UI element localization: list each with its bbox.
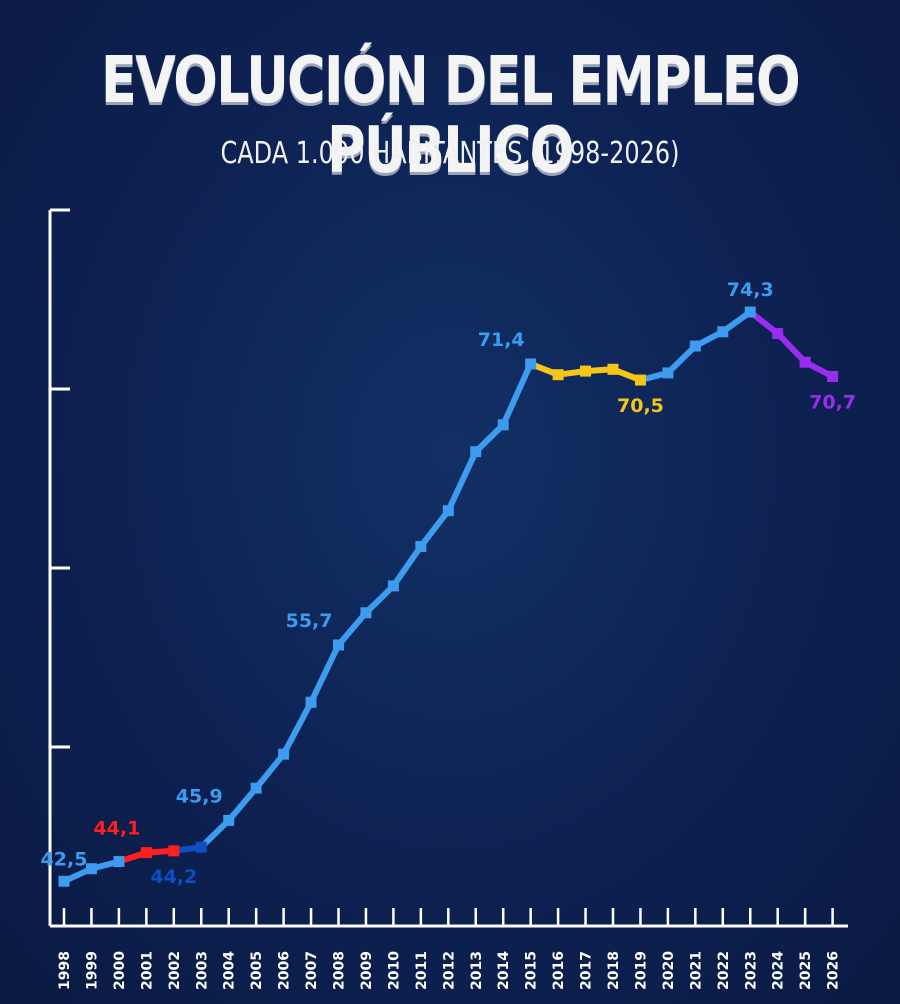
data-point-2003: [195, 841, 207, 853]
x-tick-label-2002: 2002: [167, 951, 183, 990]
data-point-2018: [607, 363, 619, 375]
x-tick-label-2015: 2015: [524, 951, 540, 990]
x-tick-label-2016: 2016: [551, 951, 567, 990]
x-tick-label-2019: 2019: [633, 951, 649, 990]
data-point-2007: [305, 696, 317, 708]
data-point-2020: [662, 367, 674, 379]
data-point-2009: [360, 607, 372, 619]
data-label-2026: 70,7: [809, 391, 856, 413]
data-point-2021: [689, 340, 701, 352]
x-tick-label-2013: 2013: [469, 951, 485, 990]
x-tick-label-2014: 2014: [496, 951, 512, 990]
x-tick-label-2025: 2025: [798, 951, 814, 990]
x-tick-label-2006: 2006: [277, 951, 293, 990]
data-point-1998: [58, 875, 70, 887]
series-segment: [198, 360, 534, 851]
x-tick-label-2005: 2005: [249, 951, 265, 990]
chart-subtitle: CADA 1.000 HABITANTES (1998-2026): [220, 136, 680, 171]
data-point-2026: [827, 370, 839, 382]
data-point-2001: [140, 847, 152, 859]
data-point-2016: [552, 369, 564, 381]
data-label-2002: 44,2: [150, 866, 197, 888]
x-tick-label-2017: 2017: [579, 951, 595, 990]
data-point-2010: [387, 580, 399, 592]
data-label-1998: 42,5: [41, 848, 88, 870]
data-point-2008: [333, 639, 344, 651]
x-tick-label-2000: 2000: [112, 951, 128, 990]
chart-x-tick-labels: 1998 1999 2000 2001 2002 2003 2004 2005 2006 2007…: [57, 951, 842, 990]
x-tick-label-1998: 1998: [57, 951, 73, 990]
x-tick-label-2026: 2026: [826, 951, 842, 990]
x-tick-label-2010: 2010: [386, 951, 402, 990]
x-tick-label-2001: 2001: [139, 951, 155, 990]
x-tick-label-2008: 2008: [332, 951, 348, 990]
x-tick-label-2003: 2003: [194, 951, 210, 990]
data-label-2019: 70,5: [617, 395, 664, 417]
data-label-2008: 55,7: [286, 610, 333, 632]
data-point-2006: [278, 748, 290, 760]
data-point-2005: [250, 782, 262, 794]
chart-axes: [48, 208, 848, 928]
data-label-2004: 45,9: [176, 785, 223, 807]
data-point-2012: [442, 505, 454, 517]
series-segment: [747, 309, 836, 380]
data-point-2000: [113, 856, 125, 868]
data-point-2024: [772, 328, 784, 340]
chart-points: [58, 306, 839, 887]
x-tick-label-2023: 2023: [743, 951, 759, 990]
data-point-2017: [580, 365, 592, 377]
chart-data-labels: 42,544,1 44,2 45,9 55,7 71,4 70,5 74,3 70,7: [41, 279, 856, 888]
x-tick-label-2007: 2007: [304, 951, 320, 990]
data-point-2013: [470, 446, 482, 458]
data-point-2025: [799, 356, 811, 368]
x-tick-label-2024: 2024: [771, 951, 787, 990]
data-point-2023: [744, 306, 756, 318]
chart-title: EVOLUCIÓN DEL EMPLEO PÚBLICO: [101, 44, 801, 188]
x-tick-label-2009: 2009: [359, 951, 375, 990]
x-tick-label-1999: 1999: [84, 951, 100, 990]
x-tick-label-2011: 2011: [414, 951, 430, 990]
data-label-2001: 44,1: [93, 818, 140, 840]
data-point-2019: [634, 374, 646, 386]
data-point-2004: [223, 814, 235, 826]
data-point-2002: [168, 845, 180, 857]
x-tick-label-2022: 2022: [716, 951, 732, 990]
x-tick-label-2018: 2018: [606, 951, 622, 990]
x-tick-label-2021: 2021: [688, 951, 704, 990]
data-label-2015: 71,4: [478, 329, 525, 351]
data-point-1999: [85, 863, 97, 875]
x-tick-label-2020: 2020: [661, 951, 677, 990]
data-point-2011: [415, 541, 427, 553]
data-label-2023: 74,3: [727, 279, 774, 301]
x-tick-label-2012: 2012: [441, 951, 457, 990]
data-point-2015: [525, 358, 537, 370]
data-point-2014: [497, 419, 509, 431]
x-tick-label-2004: 2004: [222, 951, 238, 990]
data-point-2022: [717, 326, 729, 338]
